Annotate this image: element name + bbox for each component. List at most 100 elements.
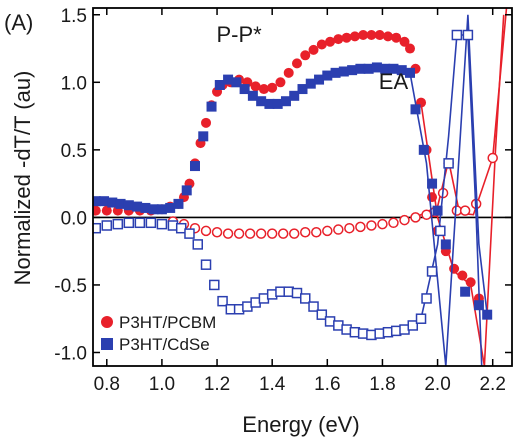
series-2-point-6 xyxy=(140,202,151,213)
series-3-point-42 xyxy=(451,29,463,41)
y-tick-label-1: -0.5 xyxy=(54,276,87,297)
y-tick-label-3: 0.5 xyxy=(61,141,87,162)
series-1-point-28 xyxy=(459,205,471,216)
series-1-point-5 xyxy=(222,228,234,239)
series-1-point-7 xyxy=(244,228,256,239)
series-1-point-16 xyxy=(344,222,355,234)
series-0-point-1 xyxy=(101,205,112,216)
series-2-point-28 xyxy=(322,70,333,81)
series-2-point-1 xyxy=(99,196,110,207)
series-0-point-39 xyxy=(405,43,416,54)
series-2-point-5 xyxy=(132,201,143,212)
plot-frame xyxy=(92,7,513,367)
series-3-point-6 xyxy=(156,218,168,230)
series-1-point-11 xyxy=(288,228,300,239)
series-2-point-32 xyxy=(355,63,366,74)
x-tick-label-6: 2.0 xyxy=(424,374,450,395)
series-1-point-19 xyxy=(377,218,388,230)
series-2-point-38 xyxy=(405,67,416,78)
series-2-point-11 xyxy=(181,185,192,196)
series-0-point-23 xyxy=(275,77,286,88)
legend: P3HT/PCBM P3HT/CdSe xyxy=(101,313,216,354)
series-0-point-35 xyxy=(374,30,385,41)
series-2-point-30 xyxy=(338,66,349,77)
series-2-point-27 xyxy=(314,74,325,85)
series-3-point-24 xyxy=(308,301,319,312)
series-0-point-20 xyxy=(250,81,261,92)
series-1-point-13 xyxy=(311,227,322,238)
series-2-point-13 xyxy=(198,131,209,142)
series-1-point-15 xyxy=(333,224,344,235)
series-2-point-41 xyxy=(427,178,438,189)
series-1-point-4 xyxy=(211,227,223,238)
series-3-point-23 xyxy=(300,293,311,304)
x-tick-label-4: 1.6 xyxy=(314,374,340,395)
series-0-point-27 xyxy=(308,44,319,55)
series-0-point-43 xyxy=(427,192,438,203)
x-tick-label-2: 1.2 xyxy=(204,374,230,395)
series-3-point-36 xyxy=(407,320,419,331)
annotations-layer: P-P* EA xyxy=(216,22,408,94)
series-0-point-37 xyxy=(391,32,402,43)
x-axis-title: Energy (eV) xyxy=(242,412,359,437)
series-1-point-6 xyxy=(233,228,245,239)
legend-label-1: P3HT/CdSe xyxy=(119,335,210,354)
series-2-point-34 xyxy=(371,62,382,73)
series-2-point-15 xyxy=(214,80,225,91)
series-2 xyxy=(93,14,493,366)
series-1-point-22 xyxy=(410,212,421,223)
series-0-point-25 xyxy=(291,58,302,69)
series-0-point-31 xyxy=(341,32,352,43)
series-2-point-12 xyxy=(189,161,200,172)
series-0-point-34 xyxy=(366,30,377,41)
series-0-point-30 xyxy=(333,34,344,45)
series-2-point-24 xyxy=(289,90,300,101)
series-2-point-23 xyxy=(280,96,291,107)
series-0-point-13 xyxy=(201,117,212,128)
series-0-point-24 xyxy=(283,67,294,78)
series-0-point-32 xyxy=(349,31,360,42)
series-1-point-17 xyxy=(355,221,366,233)
series-2-point-3 xyxy=(115,198,126,209)
series-2-point-26 xyxy=(305,78,316,89)
series-1-point-14 xyxy=(322,225,333,237)
series-2-point-4 xyxy=(123,200,134,211)
series-3-point-11 xyxy=(200,259,212,270)
series-3-point-4 xyxy=(134,217,146,229)
series-3-point-40 xyxy=(435,225,446,237)
series-3-point-22 xyxy=(291,287,303,299)
series-0-point-21 xyxy=(258,84,269,95)
series-2-point-0 xyxy=(93,196,101,207)
series-2-point-21 xyxy=(264,98,275,109)
series-3-point-39 xyxy=(426,266,438,277)
y-tick-label-5: 1.5 xyxy=(61,6,87,27)
series-2-point-36 xyxy=(388,63,399,74)
legend-marker-0 xyxy=(101,316,113,328)
series-0-point-36 xyxy=(382,31,393,42)
series-1-point-20 xyxy=(388,217,399,229)
series-3-point-0 xyxy=(93,222,102,234)
series-0-point-26 xyxy=(300,50,311,61)
series-2-point-31 xyxy=(347,65,358,76)
series-2-point-44 xyxy=(460,286,471,297)
y-axis-title: Normalized -dT/T (au) xyxy=(10,71,35,286)
series-3-point-5 xyxy=(145,217,157,229)
series-3-point-12 xyxy=(209,279,220,291)
series-3-point-25 xyxy=(316,309,328,320)
series-1-point-8 xyxy=(255,228,267,239)
series-0-point-28 xyxy=(316,39,327,50)
data-layer xyxy=(93,8,512,366)
series-0-point-0 xyxy=(93,205,101,216)
x-tick-label-5: 1.8 xyxy=(369,374,395,395)
series-3-point-9 xyxy=(184,228,195,239)
series-2-point-19 xyxy=(247,90,258,101)
series-3-point-1 xyxy=(101,220,113,231)
series-3-point-37 xyxy=(415,313,427,324)
series-2-point-7 xyxy=(148,204,159,215)
series-0-point-46 xyxy=(449,263,460,274)
x-tick-label-7: 2.2 xyxy=(479,374,505,395)
series-2-point-17 xyxy=(231,77,242,88)
series-0-point-38 xyxy=(399,36,410,47)
series-2-point-39 xyxy=(410,104,421,115)
series-2-point-42 xyxy=(432,205,443,216)
